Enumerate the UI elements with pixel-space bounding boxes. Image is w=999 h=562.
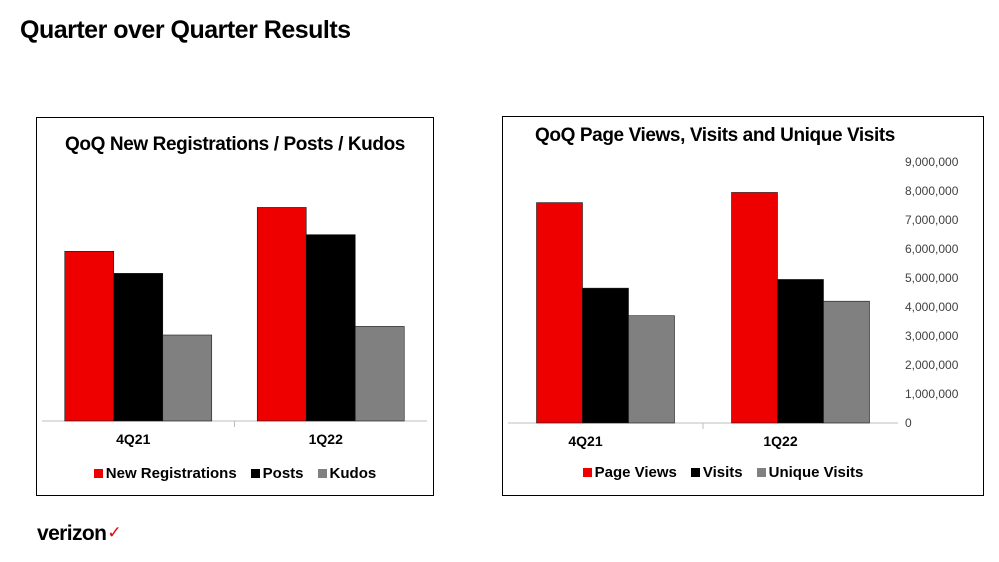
bar xyxy=(628,315,675,424)
legend-label: Unique Visits xyxy=(768,464,864,481)
bar xyxy=(823,300,870,424)
y-tick-label: 7,000,000 xyxy=(905,213,959,227)
y-tick-label: 5,000,000 xyxy=(905,271,959,285)
y-tick-label: 6,000,000 xyxy=(905,242,959,256)
legend-item: Unique Visits xyxy=(756,464,864,481)
page-views-visits-chart: QoQ Page Views, Visits and Unique Visits… xyxy=(502,116,984,496)
page-title: Quarter over Quarter Results xyxy=(20,16,351,44)
bar xyxy=(162,334,213,422)
legend-item: Posts xyxy=(250,465,304,482)
bar xyxy=(256,207,307,422)
bar xyxy=(777,279,824,424)
legend-swatch xyxy=(250,469,260,478)
legend-swatch xyxy=(93,469,103,478)
y-tick-label: 3,000,000 xyxy=(905,329,959,343)
bar xyxy=(113,273,164,422)
y-tick-label: 9,000,000 xyxy=(905,155,959,169)
chart-title: QoQ Page Views, Visits and Unique Visits xyxy=(535,125,895,146)
y-tick-label: 2,000,000 xyxy=(905,358,959,372)
legend-label: New Registrations xyxy=(105,465,237,482)
y-tick-label: 1,000,000 xyxy=(905,387,959,401)
chart-plot-area: 4Q21 1Q22 0 1,000,000 2,000,000 3,000,000 4,00… xyxy=(508,155,959,449)
legend-label: Posts xyxy=(262,465,304,482)
y-tick-label: 4,000,000 xyxy=(905,300,959,314)
bar xyxy=(305,234,356,422)
legend-item: Page Views xyxy=(582,464,677,481)
category-label: 4Q21 xyxy=(568,433,602,449)
bar xyxy=(64,250,115,422)
verizon-logo: verizon✓ xyxy=(37,522,122,546)
category-label: 1Q22 xyxy=(763,433,797,449)
legend-label: Page Views xyxy=(594,464,677,481)
legend-swatch xyxy=(690,468,700,477)
legend-item: Kudos xyxy=(317,465,377,482)
checkmark-icon: ✓ xyxy=(107,523,121,542)
chart-title: QoQ New Registrations / Posts / Kudos xyxy=(65,134,405,155)
bar xyxy=(582,287,629,424)
bar xyxy=(354,326,405,422)
legend-item: Visits xyxy=(690,464,743,481)
y-tick-label: 0 xyxy=(905,416,912,430)
category-label: 1Q22 xyxy=(309,431,343,447)
logo-text: verizon xyxy=(37,522,107,545)
chart-legend: New Registrations Posts Kudos xyxy=(37,465,433,482)
category-label: 4Q21 xyxy=(116,431,150,447)
chart-legend: Page Views Visits Unique Visits xyxy=(503,464,983,481)
y-tick-label: 8,000,000 xyxy=(905,184,959,198)
legend-swatch xyxy=(756,468,766,477)
legend-swatch xyxy=(582,468,592,477)
legend-swatch xyxy=(317,469,327,478)
legend-label: Visits xyxy=(702,464,743,481)
chart-plot-area: 4Q21 1Q22 xyxy=(42,207,427,447)
bar xyxy=(536,202,583,424)
registrations-posts-kudos-chart: QoQ New Registrations / Posts / Kudos 4Q… xyxy=(36,117,434,496)
legend-item: New Registrations xyxy=(93,465,237,482)
legend-label: Kudos xyxy=(329,465,377,482)
bar xyxy=(731,192,778,424)
